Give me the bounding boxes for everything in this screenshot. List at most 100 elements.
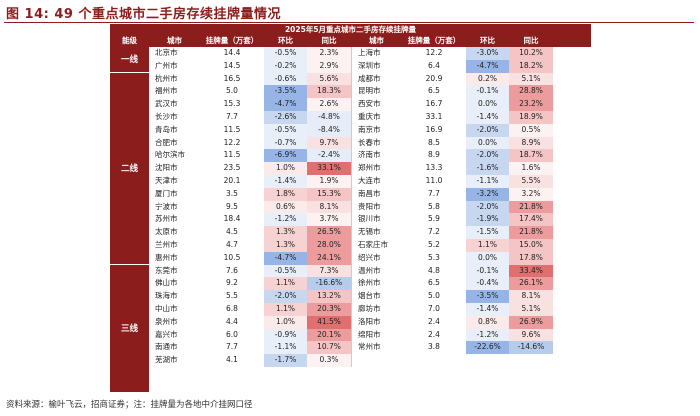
right-inv-cell: 8.5: [428, 137, 440, 147]
table-row: 北京市 14.4 -0.5% 2.3% 上海市 12.2 -3.0% 10.2%: [149, 47, 591, 60]
listing-table: 2025年5月重点城市二手房存续挂牌量 能级 城市 挂牌量（万套） 环比 同比 …: [110, 24, 591, 394]
right-yoy-cell: 26.1%: [509, 277, 553, 291]
left-yoy-cell: 24.1%: [307, 251, 351, 265]
left-mom-cell: 1.0%: [264, 315, 307, 329]
left-mom-cell: -4.7%: [264, 98, 307, 111]
right-inv-cell: 6.4: [428, 60, 440, 70]
right-city-cell: 贵阳市: [351, 200, 402, 214]
left-yoy-cell: 20.3%: [307, 302, 351, 316]
right-inv-cell: 8.9: [428, 150, 440, 160]
right-city-cell: [351, 354, 402, 367]
left-mom-cell: -2.6%: [264, 110, 307, 124]
right-yoy-cell: 28.8%: [509, 85, 553, 99]
header-yoy-left: 同比: [321, 36, 337, 45]
left-yoy-cell: 18.3%: [307, 85, 351, 99]
table-rows: 北京市 14.4 -0.5% 2.3% 上海市 12.2 -3.0% 10.2% 广州市 14.5…: [149, 47, 591, 393]
right-city-cell: 绵阳市: [351, 328, 402, 342]
right-city-cell: 无锡市: [351, 226, 402, 239]
left-mom-cell: -0.6%: [264, 72, 307, 86]
left-inv-cell: 11.5: [223, 150, 241, 160]
header-inventory-right: 挂牌量（万套）: [407, 36, 461, 45]
right-city-cell: 南昌市: [351, 187, 402, 201]
left-mom-cell: -0.5%: [264, 123, 307, 137]
left-yoy-cell: 8.1%: [307, 200, 351, 214]
left-yoy-cell: 33.1%: [307, 162, 351, 175]
right-mom-cell: -3.2%: [466, 187, 509, 201]
table-header-row: 能级 城市 挂牌量（万套） 环比 同比 城市 挂牌量（万套） 环比 同比: [110, 35, 591, 47]
left-inv-cell: 23.5: [223, 163, 241, 173]
header-mom-right: 环比: [480, 36, 495, 45]
left-inv-cell: 20.1: [223, 175, 241, 185]
tier-label: 一线: [110, 47, 149, 73]
right-inv-cell: 5.9: [428, 214, 440, 224]
left-yoy-cell: 28.0%: [307, 238, 351, 252]
left-mom-cell: -0.5%: [264, 264, 307, 278]
header-inventory-left: 挂牌量（万套）: [205, 36, 259, 45]
table-row: 嘉兴市 6.0 -0.9% 20.1% 绵阳市 2.4 -1.2% 9.6%: [149, 328, 591, 342]
table-row: 沈阳市 23.5 1.0% 33.1% 郑州市 13.3 -1.6% 1.6%: [149, 162, 591, 175]
left-mom-cell: 0.6%: [264, 200, 307, 214]
right-city-cell: 烟台市: [351, 290, 402, 303]
right-city-cell: 大连市: [351, 174, 402, 188]
right-mom-cell: 0.0%: [466, 251, 509, 265]
right-city-cell: 温州市: [351, 264, 402, 278]
left-city-cell: 哈尔滨市: [155, 150, 185, 160]
left-yoy-cell: 10.7%: [307, 341, 351, 355]
right-yoy-cell: 15.0%: [509, 238, 553, 252]
right-inv-cell: 5.0: [428, 291, 440, 301]
left-city-cell: 青岛市: [155, 124, 178, 134]
header-city-right: 城市: [369, 36, 384, 45]
right-city-cell: 上海市: [351, 47, 402, 60]
left-mom-cell: 1.0%: [264, 162, 307, 175]
right-inv-cell: 3.8: [428, 342, 440, 352]
left-mom-cell: 1.8%: [264, 187, 307, 201]
left-inv-cell: 4.7: [226, 239, 238, 249]
right-yoy-cell: 5.1%: [509, 72, 553, 86]
left-city-cell: 武汉市: [155, 99, 178, 109]
header-tier: 能级: [122, 36, 137, 45]
left-mom-cell: -6.9%: [264, 149, 307, 163]
left-mom-cell: 1.1%: [264, 302, 307, 316]
table-row: 泉州市 4.4 1.0% 41.5% 洛阳市 2.4 0.8% 26.9%: [149, 315, 591, 329]
table-row: 中山市 6.8 1.1% 20.3% 廊坊市 7.0 -1.4% 5.1%: [149, 302, 591, 316]
right-mom-cell: [466, 354, 509, 367]
left-inv-cell: 3.5: [226, 188, 238, 198]
left-yoy-cell: 1.9%: [307, 174, 351, 188]
left-inv-cell: 5.5: [226, 291, 238, 301]
table-row: 哈尔滨市 11.5 -6.9% -2.4% 济南市 8.9 -2.0% 18.7%: [149, 149, 591, 163]
left-yoy-cell: 9.7%: [307, 136, 351, 150]
left-inv-cell: 9.2: [226, 278, 238, 288]
table-row: 太原市 4.5 1.3% 26.5% 无锡市 7.2 -1.5% 21.8%: [149, 226, 591, 239]
right-mom-cell: -0.4%: [466, 277, 509, 291]
right-mom-cell: -1.2%: [466, 328, 509, 342]
right-inv-cell: 16.7: [425, 99, 443, 109]
left-inv-cell: 7.6: [226, 265, 238, 275]
right-mom-cell: 0.0%: [466, 136, 509, 150]
left-city-cell: 泉州市: [155, 316, 178, 326]
left-inv-cell: 14.5: [223, 60, 241, 70]
left-inv-cell: 4.5: [226, 227, 238, 237]
left-mom-cell: -0.7%: [264, 136, 307, 150]
left-yoy-cell: 2.3%: [307, 47, 351, 60]
right-inv-cell: 7.2: [428, 227, 440, 237]
left-city-cell: 杭州市: [155, 73, 178, 83]
left-mom-cell: 1.3%: [264, 238, 307, 252]
right-city-cell: 成都市: [351, 72, 402, 86]
left-inv-cell: 6.8: [226, 303, 238, 313]
left-inv-cell: 6.0: [226, 329, 238, 339]
left-city-cell: 兰州市: [155, 239, 178, 249]
left-mom-cell: -1.7%: [264, 354, 307, 367]
left-yoy-cell: -8.4%: [307, 123, 351, 137]
left-city-cell: 太原市: [155, 227, 178, 237]
left-inv-cell: 15.3: [223, 99, 241, 109]
right-inv-cell: 11.0: [425, 175, 443, 185]
left-inv-cell: 10.5: [223, 252, 241, 262]
left-mom-cell: -1.4%: [264, 174, 307, 188]
right-inv-cell: 6.5: [428, 278, 440, 288]
right-yoy-cell: 5.5%: [509, 174, 553, 188]
right-mom-cell: 0.8%: [466, 315, 509, 329]
right-yoy-cell: 0.5%: [509, 123, 553, 137]
right-mom-cell: -0.1%: [466, 264, 509, 278]
title-divider: [4, 22, 694, 23]
table-row: 长沙市 7.7 -2.6% -4.8% 重庆市 33.1 -1.4% 18.9%: [149, 110, 591, 124]
